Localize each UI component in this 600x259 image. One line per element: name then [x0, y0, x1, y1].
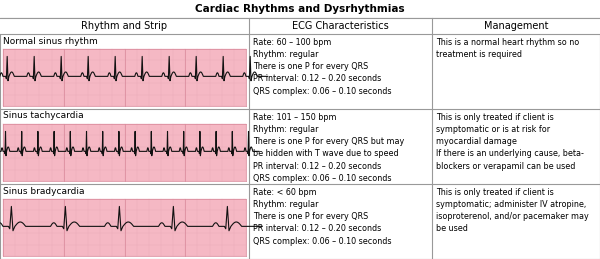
Text: This is a normal heart rhythm so no
treatment is required: This is a normal heart rhythm so no trea…: [436, 38, 579, 59]
Text: Management: Management: [484, 21, 548, 31]
Bar: [3, 199, 246, 256]
Text: ECG Characteristics: ECG Characteristics: [292, 21, 389, 31]
Text: Sinus tachycardia: Sinus tachycardia: [3, 112, 83, 120]
Text: Normal sinus rhythm: Normal sinus rhythm: [3, 37, 98, 46]
Text: Rhythm and Strip: Rhythm and Strip: [82, 21, 167, 31]
Text: Rate: < 60 bpm
Rhythm: regular
There is one P for every QRS
PR interval: 0.12 – : Rate: < 60 bpm Rhythm: regular There is …: [253, 188, 392, 246]
Text: Rate: 101 – 150 bpm
Rhythm: regular
There is one P for every QRS but may
be hidd: Rate: 101 – 150 bpm Rhythm: regular Ther…: [253, 113, 404, 183]
Bar: [3, 124, 246, 181]
Bar: [0, 18, 600, 34]
Text: Cardiac Rhythms and Dysrhythmias: Cardiac Rhythms and Dysrhythmias: [195, 4, 405, 14]
Text: Sinus bradycardia: Sinus bradycardia: [3, 186, 85, 196]
Text: This is only treated if client is
symptomatic or is at risk for
myocardial damag: This is only treated if client is sympto…: [436, 113, 584, 171]
Text: This is only treated if client is
symptomatic; administer IV atropine,
isoproter: This is only treated if client is sympto…: [436, 188, 589, 233]
Bar: [3, 49, 246, 106]
Text: Rate: 60 – 100 bpm
Rhythm: regular
There is one P for every QRS
PR interval: 0.1: Rate: 60 – 100 bpm Rhythm: regular There…: [253, 38, 392, 96]
